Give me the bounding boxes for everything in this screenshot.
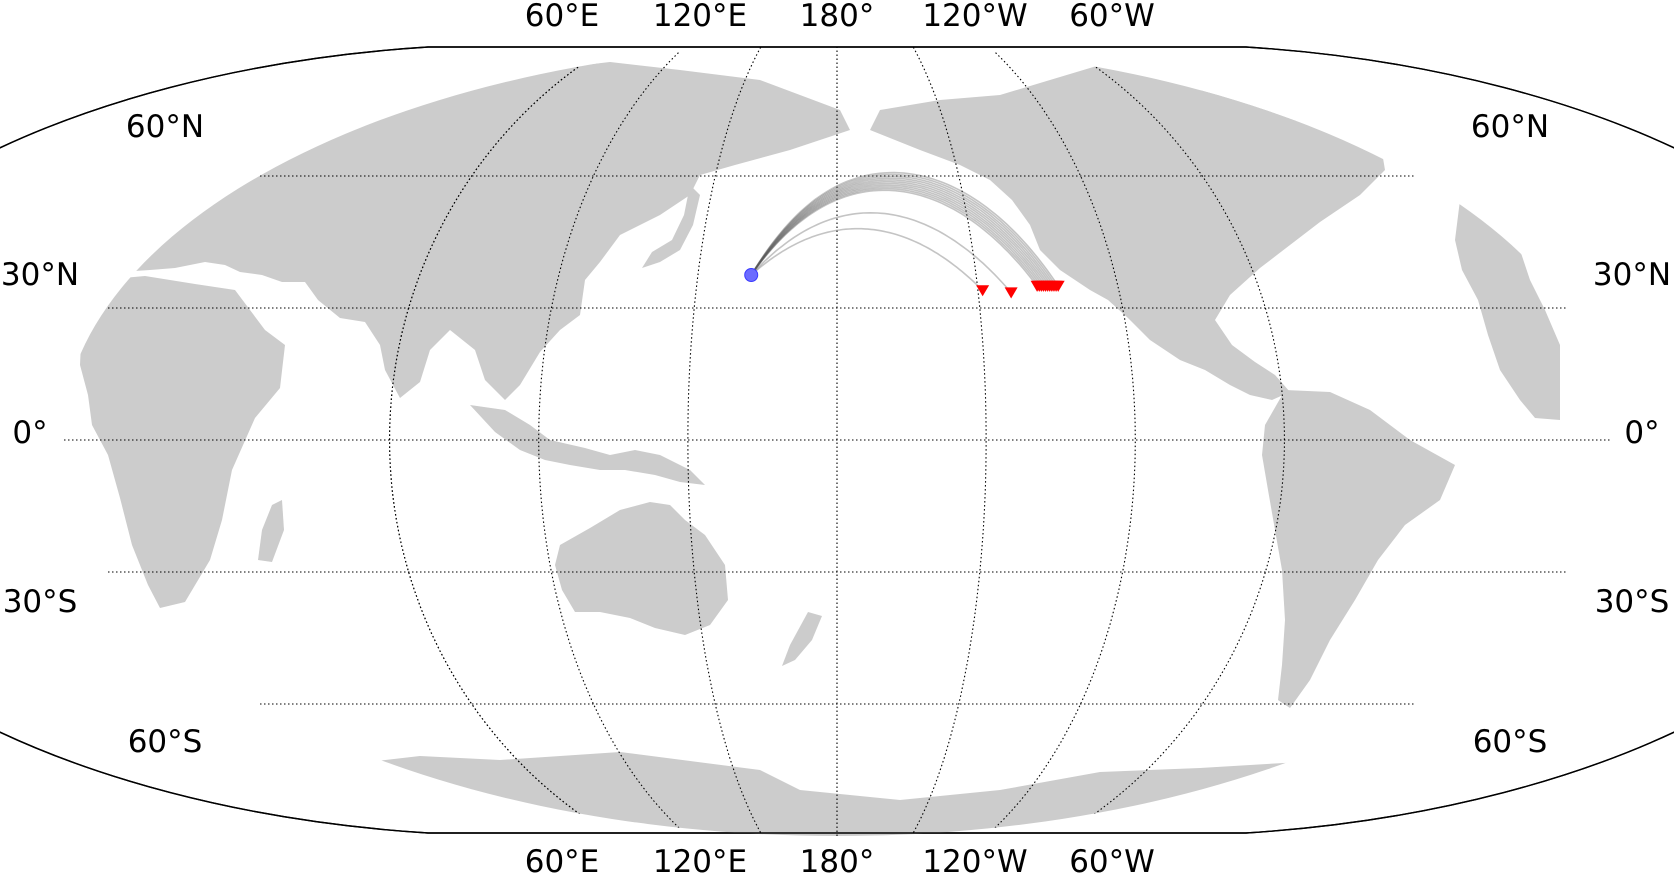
- great-circle-path: [750, 187, 1040, 287]
- maritime-asia-landmass: [470, 405, 705, 485]
- parallel-label-right: 0°: [1624, 415, 1659, 451]
- great-circle-path: [750, 186, 1042, 287]
- meridian-label-top: 60°E: [525, 0, 600, 34]
- great-circle-path: [750, 180, 1049, 287]
- meridian-label-top: 120°W: [922, 0, 1027, 34]
- meridian-label-bottom: 60°W: [1069, 844, 1155, 876]
- great-circle-path: [750, 171, 1059, 287]
- parallel-label-left: 0°: [12, 415, 47, 451]
- parallel-labels-right: 60°N 30°N 0° 30°S 60°S: [1471, 109, 1671, 760]
- great-circle-path: [750, 182, 1047, 287]
- australia-landmass: [555, 502, 728, 635]
- europe-west-edge-landmass: [1455, 200, 1560, 420]
- meridian-label-bottom: 120°E: [653, 844, 747, 876]
- great-circle-path: [750, 184, 1045, 287]
- meridian-labels-bottom: 60°E 120°E 180° 120°W 60°W: [525, 844, 1155, 876]
- great-circle-path: [750, 173, 1057, 287]
- station-marker: [1004, 287, 1018, 299]
- great-circle-path: [750, 211, 1012, 294]
- meridian-label-bottom: 180°: [800, 844, 875, 876]
- great-circle-paths: [750, 171, 1059, 294]
- parallel-label-left: 30°S: [3, 584, 78, 620]
- great-circle-path: [750, 227, 984, 291]
- parallel-label-left: 60°S: [128, 724, 203, 760]
- parallel-label-left: 60°N: [126, 109, 204, 145]
- parallel-labels-left: 60°N 30°N 0° 30°S 60°S: [1, 109, 204, 760]
- great-circle-path: [750, 179, 1051, 287]
- parallel-label-right: 30°N: [1593, 257, 1671, 293]
- meridian-line: [687, 44, 763, 836]
- north-america-landmass: [870, 60, 1385, 400]
- great-circle-path: [750, 175, 1055, 287]
- station-markers: [976, 280, 1065, 299]
- parallel-label-left: 30°N: [1, 257, 79, 293]
- new-zealand-landmass: [782, 612, 822, 666]
- meridian-label-top: 120°E: [653, 0, 747, 34]
- meridian-line: [911, 44, 987, 836]
- event-marker-dot: [744, 268, 759, 282]
- south-america-landmass: [1262, 390, 1455, 708]
- parallel-label-right: 60°S: [1473, 724, 1548, 760]
- station-marker: [976, 285, 990, 297]
- africa-landmass: [80, 276, 285, 608]
- madagascar-landmass: [258, 500, 284, 562]
- meridian-line: [1060, 44, 1285, 836]
- great-circle-path: [750, 189, 1038, 287]
- meridian-labels-top: 60°E 120°E 180° 120°W 60°W: [525, 0, 1155, 34]
- event-marker: [744, 268, 759, 282]
- meridian-label-bottom: 120°W: [922, 844, 1027, 876]
- meridian-label-top: 180°: [800, 0, 875, 34]
- meridian-line: [389, 44, 614, 836]
- great-circle-path: [750, 177, 1053, 287]
- station-marker: [1051, 280, 1065, 292]
- meridian-label-top: 60°W: [1069, 0, 1155, 34]
- graticule: [62, 44, 1612, 836]
- map-outline: [0, 46, 1674, 834]
- parallel-label-right: 30°S: [1595, 584, 1670, 620]
- parallel-label-right: 60°N: [1471, 109, 1549, 145]
- japan-landmass: [642, 185, 700, 268]
- meridian-label-bottom: 60°E: [525, 844, 600, 876]
